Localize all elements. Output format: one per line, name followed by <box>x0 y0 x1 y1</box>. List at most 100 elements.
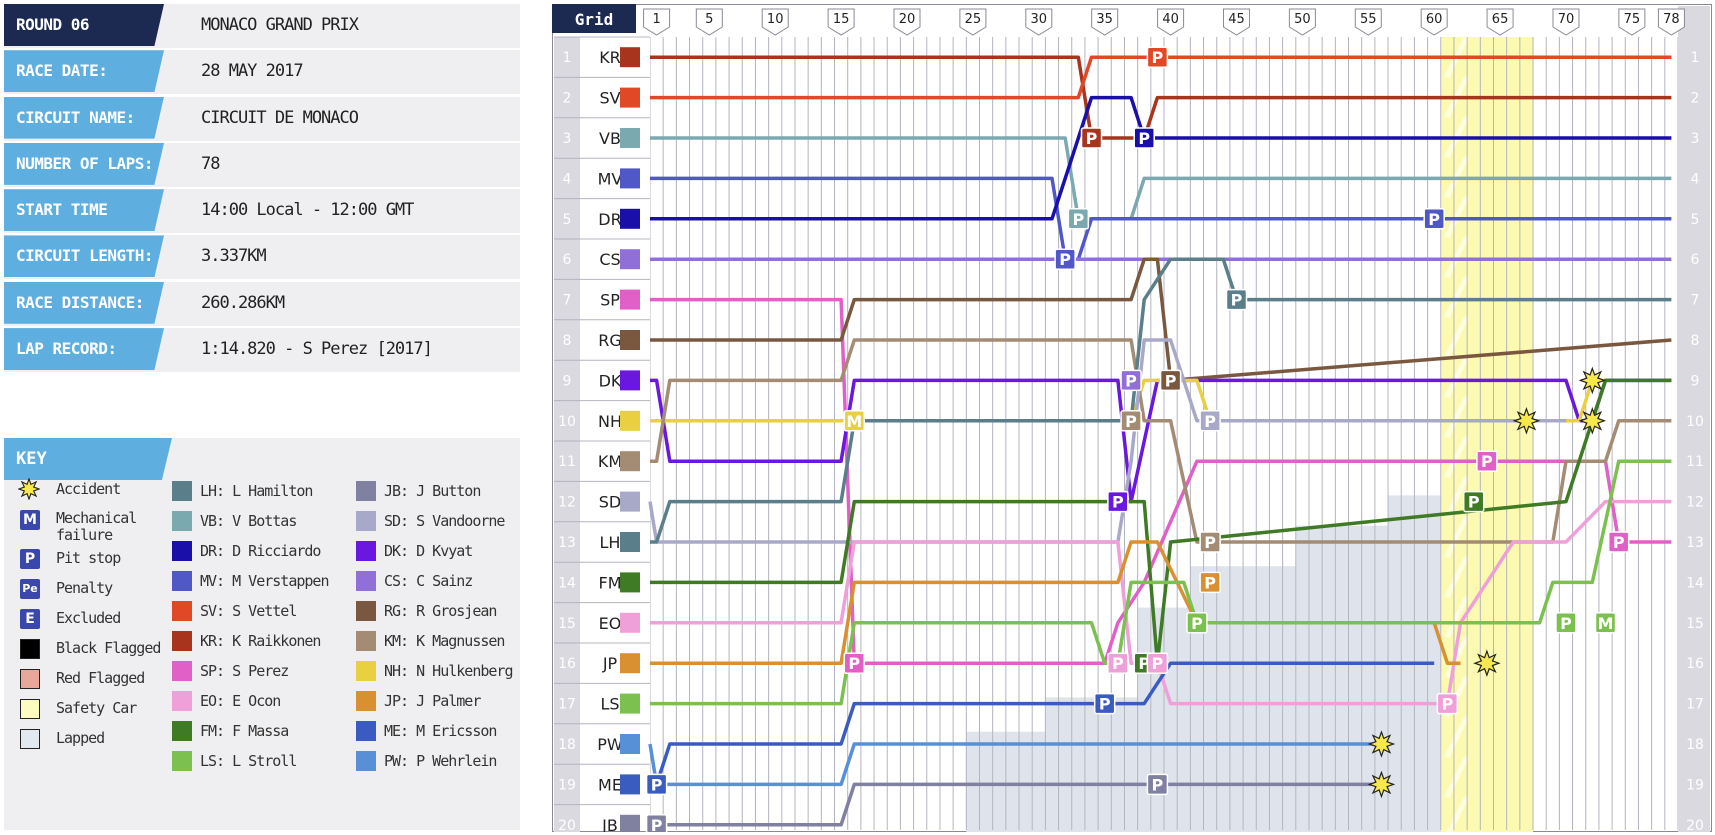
info-row: RACE DATE: 28 MAY 2017 <box>4 50 520 95</box>
grid-driver-code: ME <box>598 775 622 794</box>
grid-position-number: 10 <box>558 414 576 430</box>
info-label: CIRCUIT NAME: <box>4 96 164 139</box>
final-position-number: 20 <box>1686 818 1704 832</box>
grid-driver-swatch <box>620 410 640 431</box>
grid-driver-swatch <box>620 451 640 472</box>
accident-icon <box>17 477 41 501</box>
grid-position-number: 17 <box>558 697 576 713</box>
final-position-number: 8 <box>1691 333 1700 349</box>
lap-tick-label: 20 <box>899 12 916 27</box>
marker-glyph: P <box>848 654 860 673</box>
grid-position-number: 7 <box>563 293 572 309</box>
grid-driver-swatch <box>620 814 640 832</box>
driver-key-label: LH: L Hamilton <box>200 482 313 500</box>
driver-color-swatch <box>356 601 376 621</box>
marker-box <box>1225 288 1248 311</box>
grid-driver-swatch <box>620 47 640 68</box>
lap-tick-label: 30 <box>1031 12 1048 27</box>
driver-key-label: VB: V Bottas <box>200 512 297 530</box>
grid-header-label: Grid <box>575 10 614 29</box>
marker-box <box>1146 46 1169 68</box>
key-symbol-label: Pit stop <box>56 549 121 567</box>
driver-key-label: ME: M Ericsson <box>384 722 497 740</box>
driver-color-swatch <box>172 631 192 651</box>
lap-tick-label: 35 <box>1096 12 1113 27</box>
driver-key-label: SV: S Vettel <box>200 602 297 620</box>
grid-position-number: 20 <box>558 818 576 832</box>
pit-stop-marker: P <box>1476 450 1498 472</box>
pit-stop-marker: P <box>1462 490 1485 513</box>
grid-position-number: 2 <box>563 91 572 107</box>
marker-glyph: P <box>1125 371 1137 390</box>
grid-driver-code: DK <box>599 371 622 390</box>
grid-driver-swatch <box>620 491 640 512</box>
info-label: RACE DISTANCE: <box>4 281 164 324</box>
info-label: NUMBER OF LAPS: <box>4 142 164 185</box>
pit-stop-marker: P <box>1120 410 1142 432</box>
grid-driver-code: FM <box>598 573 621 592</box>
final-position-number: 11 <box>1686 454 1704 470</box>
grid-driver-code: EO <box>599 614 622 633</box>
marker-box <box>843 652 866 674</box>
marker-box <box>1186 612 1208 634</box>
lap-tick-tab <box>893 8 921 36</box>
marker-box <box>1476 450 1498 472</box>
driver-key-label: CS: C Sainz <box>384 572 473 590</box>
marker-box <box>1133 127 1155 149</box>
marker-box <box>1146 773 1169 796</box>
marker-box <box>645 773 668 796</box>
red-flag-icon <box>20 669 40 689</box>
grid-driver-swatch <box>620 249 640 270</box>
pit-stop-marker: P <box>1146 773 1169 796</box>
driver-key-label: FM: F Massa <box>200 722 289 740</box>
grid-driver-code: JB <box>601 816 618 832</box>
marker-glyph: M <box>846 412 862 431</box>
driver-color-swatch <box>172 661 192 681</box>
driver-color-swatch <box>172 751 192 771</box>
accident-star <box>1367 770 1396 799</box>
info-value: 260.286KM <box>201 292 285 313</box>
marker-glyph: P <box>1112 654 1124 673</box>
key-panel: KEY Accident M Mechanical failure P Pit stop… <box>4 438 520 830</box>
info-row: NUMBER OF LAPS: 78 <box>4 142 520 187</box>
marker-box <box>1607 531 1630 553</box>
final-position-number: 1 <box>1691 50 1700 66</box>
info-label: LAP RECORD: <box>4 328 164 371</box>
driver-key-label: DR: D Ricciardo <box>200 542 321 560</box>
marker-box <box>1199 410 1221 432</box>
lap-tick-label: 60 <box>1426 12 1443 27</box>
grid-position-number: 16 <box>558 656 576 672</box>
grid-header-box <box>552 4 636 33</box>
driver-color-swatch <box>356 721 376 741</box>
pit-stop-marker: P <box>1199 410 1221 432</box>
pit-stop-marker: P <box>1159 369 1182 392</box>
lap-tick-label: 40 <box>1162 12 1179 27</box>
series-line-eo <box>650 499 1672 706</box>
marker-glyph: P <box>1204 573 1216 592</box>
driver-color-swatch <box>356 751 376 771</box>
marker-glyph: P <box>1072 210 1084 229</box>
pit-stop-marker: P <box>645 773 668 796</box>
marker-box <box>1199 531 1221 553</box>
driver-key-label: JP: J Palmer <box>384 692 481 710</box>
pit-stop-marker: P <box>1133 127 1155 149</box>
marker-glyph: P <box>1112 493 1124 512</box>
lapped-icon <box>20 729 40 749</box>
grid-driver-swatch <box>620 330 640 350</box>
grid-driver-code: NH <box>598 412 622 431</box>
driver-color-swatch <box>356 661 376 681</box>
lap-tick-label: 45 <box>1228 12 1245 27</box>
safety-car-hatch <box>1446 795 1470 832</box>
race-info-panel: ROUND 06 MONACO GRAND PRIX RACE DATE: 28 MA… <box>4 4 520 374</box>
black-flag-icon <box>20 639 40 659</box>
accident-star <box>1367 730 1396 758</box>
grid-driver-swatch <box>620 612 640 633</box>
safety-car-hatch <box>1444 555 1470 599</box>
lap-tick-tab <box>959 8 987 36</box>
grid-driver-swatch <box>620 774 640 795</box>
penalty-icon: Pe <box>20 579 40 599</box>
lap-tick-tab <box>1618 8 1646 36</box>
info-label: ROUND 06 <box>4 4 164 46</box>
grid-position-number: 8 <box>563 333 572 349</box>
driver-color-swatch <box>356 571 376 591</box>
